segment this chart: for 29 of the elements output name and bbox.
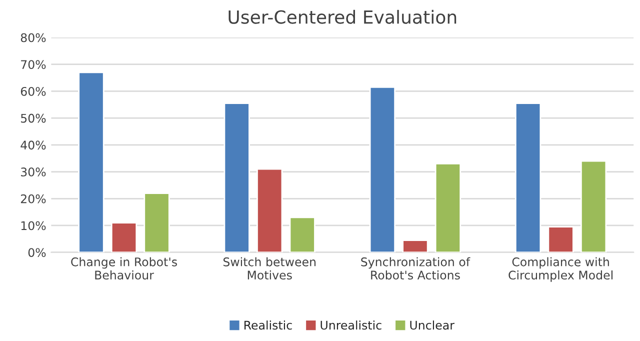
bar <box>548 226 574 252</box>
x-tick-label: Switch between Motives <box>223 257 316 280</box>
y-tick-label: 70% <box>21 60 46 70</box>
x-tick-label: Synchronization of Robot's Actions <box>361 257 470 280</box>
bar <box>434 163 462 252</box>
bar <box>144 192 170 252</box>
legend-label: Unclear <box>410 320 454 330</box>
y-tick-label: 60% <box>20 86 46 96</box>
y-tick-label: 30% <box>21 168 46 176</box>
y-tick-label: 10% <box>21 221 46 230</box>
x-tick-label: Change in Robot's Behaviour <box>71 257 177 280</box>
legend-label: Realistic <box>244 320 292 330</box>
bar <box>514 102 542 252</box>
bar <box>224 102 250 252</box>
y-tick-label: 80% <box>20 33 46 42</box>
bar <box>256 168 283 252</box>
bar <box>369 86 396 252</box>
bar <box>78 72 104 252</box>
chart-title: User-Centered Evaluation <box>228 10 456 24</box>
bar <box>402 240 428 252</box>
bar <box>580 160 607 252</box>
y-tick-label: 50% <box>21 114 46 123</box>
x-tick-label: Compliance with Circumplex Model <box>508 257 612 282</box>
bar <box>289 216 316 252</box>
legend-label: Unrealistic <box>320 320 382 330</box>
bar <box>110 222 138 252</box>
y-tick-label: 20% <box>20 194 46 204</box>
y-tick-label: 0% <box>28 248 46 257</box>
y-tick-label: 40% <box>20 140 46 150</box>
